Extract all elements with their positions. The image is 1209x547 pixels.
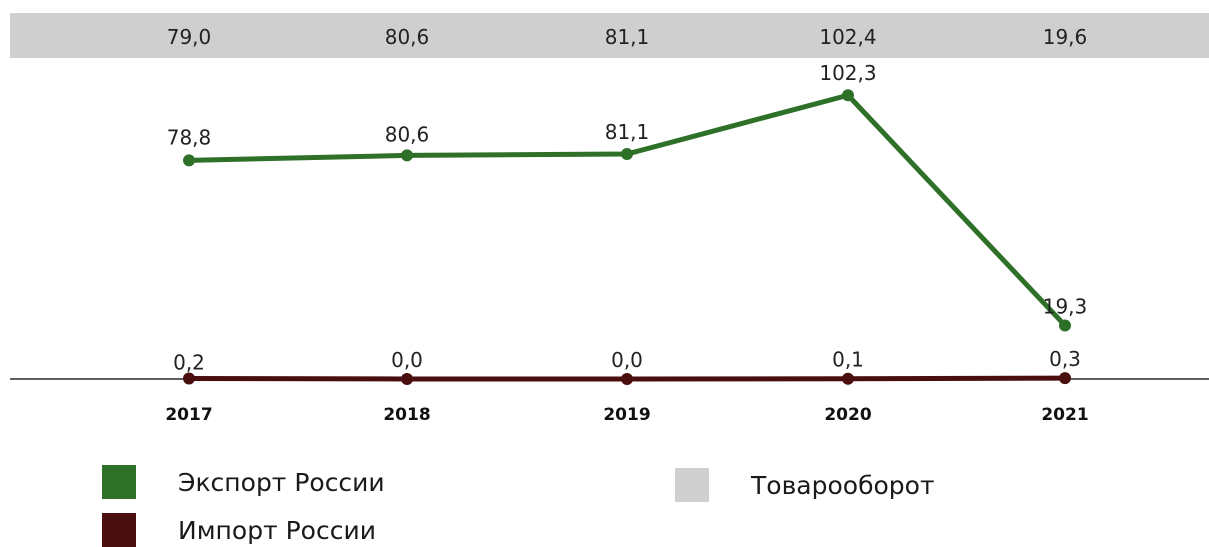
legend-label-import: Импорт России [178, 515, 376, 545]
x-axis: 2017 2018 2019 2020 2021 [10, 378, 1209, 425]
data-point [1059, 372, 1071, 385]
turnover-value-label: 81,1 [605, 25, 650, 49]
legend-swatch-turnover [675, 468, 709, 502]
legend-label-turnover: Товарооборот [751, 470, 935, 500]
data-point [621, 148, 633, 161]
data-point [621, 373, 633, 385]
data-point [183, 154, 195, 167]
turnover-value-label: 80,6 [385, 25, 430, 49]
data-point [401, 373, 413, 385]
data-label: 81,1 [605, 120, 650, 144]
series-layer: 78,8 80,6 81,1 102,3 19,3 0,2 0,0 0,0 0,1 0,3 [167, 61, 1088, 385]
x-tick-label: 2020 [824, 405, 871, 425]
turnover-value-label: 19,6 [1043, 25, 1088, 49]
data-label: 80,6 [385, 122, 430, 146]
turnover-value-label: 79,0 [167, 25, 212, 49]
data-label: 78,8 [167, 125, 212, 149]
turnover-band: 79,0 80,6 81,1 102,4 19,6 [10, 13, 1209, 58]
data-point [1059, 319, 1071, 332]
legend-item-turnover: Товарооборот [675, 468, 935, 502]
data-label: 102,3 [819, 61, 876, 85]
data-label: 0,3 [1049, 347, 1081, 371]
legend-label-export: Экспорт России [178, 467, 385, 497]
data-point [401, 149, 413, 162]
data-point [842, 89, 854, 102]
turnover-band-bg [10, 13, 1209, 58]
x-tick-label: 2021 [1041, 405, 1088, 425]
legend-item-export: Экспорт России [102, 465, 385, 499]
turnover-value-label: 102,4 [819, 25, 876, 49]
x-tick-label: 2018 [383, 405, 430, 425]
legend-swatch-import [102, 513, 136, 547]
data-label: 19,3 [1043, 294, 1088, 318]
data-label: 0,2 [173, 350, 205, 374]
data-label: 0,1 [832, 348, 864, 372]
data-label: 0,0 [391, 348, 423, 372]
legend-item-import: Импорт России [102, 513, 376, 547]
data-point [842, 372, 854, 385]
x-tick-label: 2019 [603, 405, 650, 425]
legend-swatch-export [102, 465, 136, 499]
data-point [183, 372, 195, 385]
x-tick-label: 2017 [165, 405, 212, 425]
data-label: 0,0 [611, 348, 643, 372]
